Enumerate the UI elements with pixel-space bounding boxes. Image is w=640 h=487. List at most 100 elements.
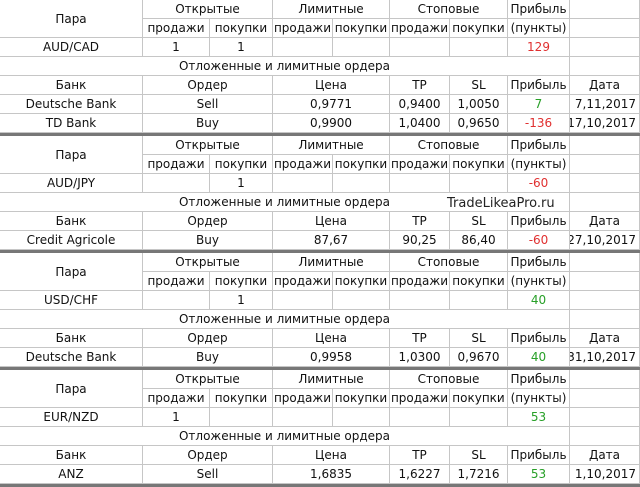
order-cell: 0,9771: [273, 95, 390, 114]
order-cell: Sell: [143, 95, 273, 114]
block-separator: [0, 367, 640, 370]
order-header-cell: Банк: [0, 329, 143, 348]
header-cell: Пара: [0, 0, 143, 38]
order-cell: 1,10,2017: [570, 465, 640, 484]
order-header-cell: Прибыль: [508, 76, 570, 95]
header-cell: Стоповые: [390, 253, 508, 272]
section-title: Отложенные и лимитные ордера: [0, 193, 570, 212]
order-cell: 53: [508, 465, 570, 484]
subheader-cell: продажи: [143, 272, 210, 291]
order-cell: 1,6835: [273, 465, 390, 484]
position-cell: 1: [210, 174, 273, 193]
subheader-cell: покупки: [450, 19, 508, 38]
header-cell: Открытые: [143, 0, 273, 19]
empty-cell: [570, 253, 640, 272]
order-cell: 31,10,2017: [570, 348, 640, 367]
subheader-cell: покупки: [333, 389, 390, 408]
subheader-cell: покупки: [210, 155, 273, 174]
position-cell: 1: [143, 408, 210, 427]
subheader-cell: (пункты): [508, 19, 570, 38]
subheader-cell: покупки: [210, 389, 273, 408]
subheader-cell: покупки: [450, 155, 508, 174]
order-cell: 17,10,2017: [570, 114, 640, 133]
profit-cell: -60: [508, 174, 570, 193]
order-cell: 0,9400: [390, 95, 450, 114]
header-cell: Пара: [0, 370, 143, 408]
position-cell: [273, 38, 333, 57]
order-header-cell: Ордер: [143, 329, 273, 348]
order-header-cell: Прибыль: [508, 329, 570, 348]
order-cell: 1,0050: [450, 95, 508, 114]
position-cell: [333, 408, 390, 427]
profit-cell: 40: [508, 291, 570, 310]
position-cell: 1: [210, 291, 273, 310]
order-header-cell: Дата: [570, 446, 640, 465]
position-cell: [333, 38, 390, 57]
pair-cell: AUD/JPY: [0, 174, 143, 193]
subheader-cell: продажи: [273, 19, 333, 38]
pair-cell: USD/CHF: [0, 291, 143, 310]
order-cell: 87,67: [273, 231, 390, 250]
header-cell: Стоповые: [390, 136, 508, 155]
subheader-cell: продажи: [390, 272, 450, 291]
order-header-cell: SL: [450, 446, 508, 465]
order-cell: 27,10,2017: [570, 231, 640, 250]
subheader-cell: продажи: [273, 389, 333, 408]
empty-cell: [570, 0, 640, 19]
header-cell: Пара: [0, 253, 143, 291]
block-separator: [0, 484, 640, 487]
position-cell: [450, 38, 508, 57]
subheader-cell: покупки: [450, 272, 508, 291]
order-header-cell: Дата: [570, 329, 640, 348]
empty-cell: [570, 136, 640, 155]
subheader-cell: покупки: [333, 272, 390, 291]
order-header-cell: Дата: [570, 76, 640, 95]
empty-cell: [570, 38, 640, 57]
position-cell: [450, 291, 508, 310]
header-cell: Пара: [0, 136, 143, 174]
position-cell: [450, 408, 508, 427]
header-cell: Лимитные: [273, 136, 390, 155]
subheader-cell: (пункты): [508, 272, 570, 291]
position-cell: [390, 408, 450, 427]
subheader-cell: покупки: [210, 19, 273, 38]
order-cell: -136: [508, 114, 570, 133]
header-cell: Открытые: [143, 253, 273, 272]
position-cell: [333, 174, 390, 193]
order-cell: 90,25: [390, 231, 450, 250]
subheader-cell: продажи: [390, 19, 450, 38]
order-cell: 1,0400: [390, 114, 450, 133]
section-title: Отложенные и лимитные ордера: [0, 310, 570, 329]
subheader-cell: покупки: [450, 389, 508, 408]
pair-cell: EUR/NZD: [0, 408, 143, 427]
subheader-cell: (пункты): [508, 389, 570, 408]
subheader-cell: (пункты): [508, 155, 570, 174]
order-cell: 0,9958: [273, 348, 390, 367]
order-cell: 1,0300: [390, 348, 450, 367]
order-cell: 40: [508, 348, 570, 367]
header-cell: Стоповые: [390, 370, 508, 389]
empty-cell: [570, 19, 640, 38]
header-cell: Открытые: [143, 370, 273, 389]
position-cell: 1: [210, 38, 273, 57]
order-cell: 0,9650: [450, 114, 508, 133]
position-cell: [273, 291, 333, 310]
watermark: TradeLikeaPro.ru: [447, 196, 555, 211]
subheader-cell: продажи: [390, 155, 450, 174]
order-cell: 7: [508, 95, 570, 114]
subheader-cell: продажи: [143, 19, 210, 38]
position-cell: [390, 174, 450, 193]
block-separator: [0, 250, 640, 253]
position-cell: [273, 408, 333, 427]
subheader-cell: покупки: [333, 19, 390, 38]
header-cell: Лимитные: [273, 370, 390, 389]
order-header-cell: Цена: [273, 76, 390, 95]
order-cell: 0,9670: [450, 348, 508, 367]
empty-cell: [570, 272, 640, 291]
subheader-cell: продажи: [143, 389, 210, 408]
order-cell: 0,9900: [273, 114, 390, 133]
subheader-cell: покупки: [333, 155, 390, 174]
profit-cell: 129: [508, 38, 570, 57]
order-header-cell: Ордер: [143, 76, 273, 95]
